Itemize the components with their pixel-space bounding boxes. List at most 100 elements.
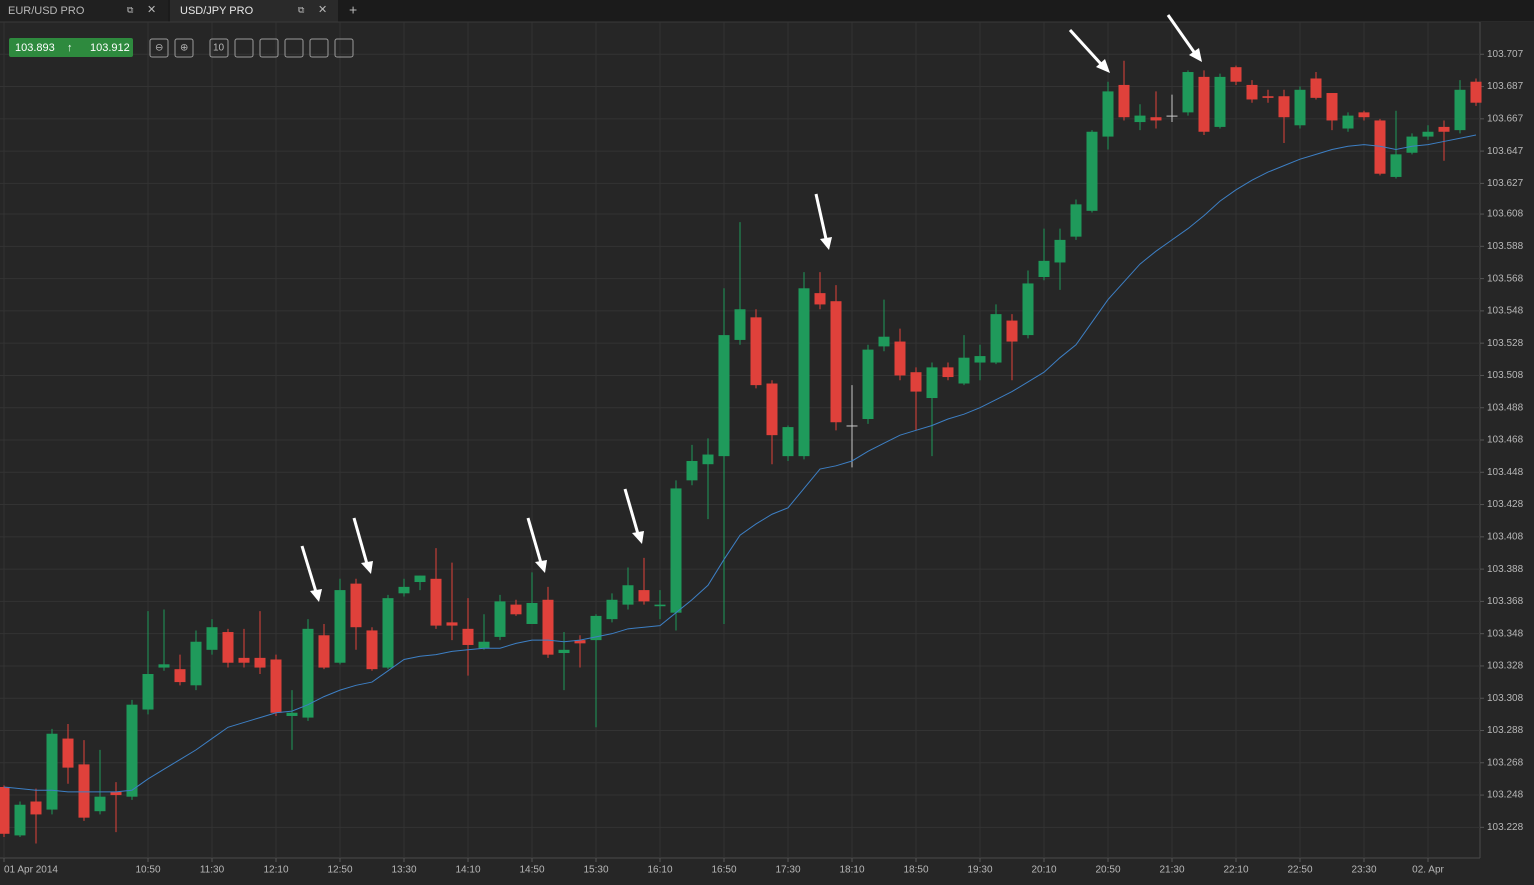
- price-axis-panel: [1480, 22, 1534, 880]
- copy[interactable]: [284, 38, 304, 58]
- candle-body: [142, 674, 154, 710]
- arrow-head: [1189, 48, 1202, 62]
- candle-body: [190, 641, 202, 686]
- x-tick-label: 22:50: [1287, 865, 1312, 876]
- x-tick-label: 15:30: [583, 865, 608, 876]
- candle-body: [62, 738, 74, 768]
- quote-box[interactable]: [9, 38, 133, 57]
- y-tick-label: 103.408: [1487, 531, 1524, 542]
- y-tick-label: 103.608: [1487, 209, 1524, 220]
- candle-body: [462, 628, 474, 645]
- candle-body: [734, 309, 746, 340]
- candle-body: [1118, 84, 1130, 118]
- direction-icon: ↑: [67, 42, 73, 54]
- indicators[interactable]: [259, 38, 279, 58]
- candle-body: [558, 649, 570, 654]
- chart-type[interactable]: [234, 38, 254, 58]
- candle-body: [894, 341, 906, 376]
- x-tick-label: 16:10: [647, 865, 672, 876]
- candle-body: [974, 356, 986, 363]
- tab-close[interactable]: ✕: [147, 4, 156, 16]
- candle-body: [478, 641, 490, 649]
- tab-bar: [0, 0, 1534, 22]
- candle-body: [990, 314, 1002, 363]
- x-tick-label: 11:30: [200, 865, 225, 876]
- candle-body: [1438, 126, 1450, 132]
- candle-body: [494, 601, 506, 637]
- y-tick-label: 103.368: [1487, 596, 1524, 607]
- tab-close[interactable]: ✕: [318, 4, 327, 16]
- candle-body: [1246, 84, 1258, 100]
- candle-body: [526, 603, 538, 624]
- candle-body: [238, 657, 250, 663]
- tab-label[interactable]: EUR/USD PRO: [8, 5, 85, 17]
- candle-body: [958, 357, 970, 384]
- candle-body: [638, 590, 650, 602]
- candle-body: [1214, 76, 1226, 127]
- candle-body: [1422, 131, 1434, 137]
- y-tick-label: 103.328: [1487, 661, 1524, 672]
- y-tick-label: 103.448: [1487, 467, 1524, 478]
- candle-body: [1022, 283, 1034, 336]
- x-tick-label: 14:50: [519, 865, 544, 876]
- x-tick-label: 10:50: [135, 865, 160, 876]
- candle-body: [1086, 131, 1098, 211]
- candle-body: [446, 622, 458, 626]
- candle-body: [174, 669, 186, 683]
- x-tick-label: 22:10: [1223, 865, 1248, 876]
- candle-body: [30, 801, 42, 815]
- bid-price[interactable]: 103.893: [15, 42, 55, 54]
- candle-body: [254, 657, 266, 668]
- candle-body: [942, 367, 954, 378]
- y-tick-label: 103.348: [1487, 628, 1524, 639]
- candle-body: [1182, 72, 1194, 113]
- candle-body: [1374, 120, 1386, 174]
- tab-detach[interactable]: ⧉: [127, 4, 134, 14]
- tab-active[interactable]: [170, 0, 338, 22]
- candle-body: [158, 664, 170, 668]
- candle-body: [1134, 115, 1146, 123]
- tab-label[interactable]: USD/JPY PRO: [180, 5, 254, 17]
- zoom-out[interactable]: [149, 38, 169, 58]
- zoom-out-icon[interactable]: ⊖: [155, 43, 163, 54]
- zoom-in-icon[interactable]: ⊕: [180, 43, 188, 54]
- x-tick-label: 14:10: [455, 865, 480, 876]
- candle-body: [718, 335, 730, 457]
- interval-button[interactable]: [209, 38, 229, 58]
- arrow-head: [1096, 59, 1110, 73]
- candle-body: [878, 336, 890, 347]
- candle-body: [670, 488, 682, 613]
- x-tick-label: 01 Apr 2014: [4, 865, 58, 876]
- zoom-in[interactable]: [174, 38, 194, 58]
- new-tab[interactable]: +: [349, 2, 357, 18]
- candle-body: [206, 627, 218, 650]
- arrow: [300, 545, 318, 593]
- candle-body: [222, 632, 234, 663]
- arrow: [1068, 28, 1103, 66]
- candle-body: [1198, 76, 1210, 132]
- x-tick-label: 16:50: [711, 865, 736, 876]
- tab[interactable]: [0, 0, 168, 22]
- candle-body: [350, 583, 362, 628]
- x-tick-label: 12:10: [263, 865, 288, 876]
- candle-body: [1262, 96, 1274, 98]
- candle-body: [798, 288, 810, 457]
- candle-body: [1070, 204, 1082, 237]
- candle-body: [862, 349, 874, 420]
- candle-body: [270, 659, 282, 713]
- candle-body: [1342, 115, 1354, 129]
- edit[interactable]: [309, 38, 329, 58]
- y-tick-label: 103.508: [1487, 370, 1524, 381]
- candle-body: [1054, 239, 1066, 263]
- candle-body: [1006, 320, 1018, 342]
- candle-body: [1166, 115, 1178, 117]
- interval-label[interactable]: 10: [213, 43, 225, 54]
- draw[interactable]: [334, 38, 354, 58]
- candle-body: [1278, 96, 1290, 118]
- y-tick-label: 103.707: [1487, 49, 1524, 60]
- ask-price[interactable]: 103.912: [90, 42, 130, 54]
- tab-detach[interactable]: ⧉: [298, 4, 305, 14]
- y-tick-label: 103.627: [1487, 178, 1524, 189]
- x-tick-label: 13:30: [391, 865, 416, 876]
